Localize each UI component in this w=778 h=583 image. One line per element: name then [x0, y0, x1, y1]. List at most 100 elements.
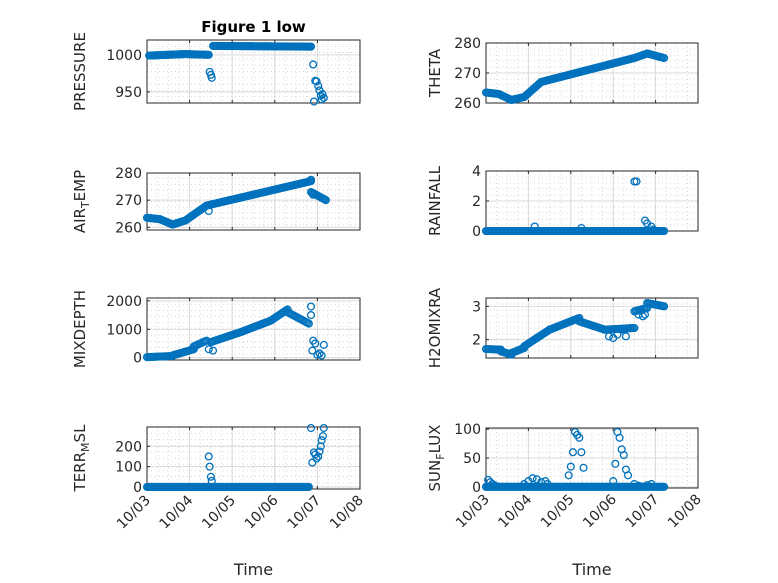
data-point: [530, 222, 539, 231]
y-tick-label: 2: [472, 194, 481, 210]
x-tick-label: 10/05: [199, 493, 239, 533]
subplot-4: 0 2 4 RAINFALL: [426, 164, 699, 240]
y-tick-label: 1000: [106, 48, 142, 64]
data-point: [575, 313, 584, 323]
data-point: [317, 95, 326, 104]
x-tick-label: 10/08: [327, 493, 367, 533]
axes-frame: [146, 172, 361, 231]
data-point: [575, 433, 584, 442]
data-point: [317, 436, 326, 445]
data-point: [484, 475, 493, 484]
y-axis-label: H2OMIXRA: [426, 287, 444, 368]
data-point: [632, 177, 641, 186]
y-axis-label-main: H2OMIXRA: [426, 287, 444, 368]
x-tick-label: 10/06: [580, 491, 620, 531]
data-point: [204, 345, 213, 354]
data-point: [543, 479, 552, 489]
data-point: [318, 90, 327, 99]
y-tick-label: 260: [115, 220, 142, 236]
y-tick-label: 50: [463, 451, 481, 467]
subplot-3: 260 270 280 AIRTEMP: [71, 166, 361, 236]
data-point: [308, 458, 317, 467]
x-tick-label: 10/05: [538, 492, 578, 532]
data-point: [314, 452, 323, 461]
data-point: [649, 225, 658, 234]
y-tick-label: 3: [472, 299, 481, 315]
y-tick-label: 270: [115, 193, 142, 209]
data-point: [613, 330, 622, 339]
y-tick-label: 280: [454, 36, 481, 52]
data-point: [304, 482, 313, 492]
y-tick-label: 0: [133, 480, 142, 496]
data-point: [579, 463, 588, 472]
y-axis-label-main: AIR: [71, 208, 89, 233]
y-tick-label: 0: [472, 480, 481, 496]
y-tick-label: 950: [115, 85, 142, 101]
y-tick-label: 200: [115, 439, 142, 455]
data-point: [634, 481, 643, 490]
y-axis-label-subscript: T: [79, 201, 92, 209]
data-point: [319, 423, 328, 433]
data-point: [577, 223, 586, 233]
x-tick-label: 10/04: [157, 492, 197, 532]
data-point: [528, 474, 537, 483]
data-point: [660, 302, 669, 311]
y-axis-label: MIXDEPTH: [71, 290, 89, 368]
y-axis-label-subscript: F: [434, 453, 447, 459]
data-point: [604, 332, 614, 341]
data-point: [204, 50, 213, 59]
data-point: [319, 93, 328, 102]
data-point: [206, 472, 215, 481]
y-tick-label: 0: [133, 351, 142, 367]
y-axis-label: PRESSURE: [71, 32, 89, 111]
data-point: [315, 349, 324, 358]
data-point: [309, 60, 318, 69]
y-tick-label: 4: [472, 164, 481, 180]
y-axis-label-rest: EMP: [71, 170, 89, 201]
y-tick-label: 280: [115, 166, 142, 182]
data-point: [577, 448, 586, 457]
y-axis-label-rest: LUX: [426, 425, 444, 454]
data-point: [568, 448, 577, 457]
data-point: [660, 53, 669, 63]
data-point: [611, 459, 620, 468]
data-point: [314, 81, 323, 91]
y-tick-label: 2: [472, 333, 481, 349]
x-axis-label: Time: [233, 560, 273, 579]
data-point: [660, 226, 669, 236]
subplot-6: 2 3 H2OMIXRA: [426, 287, 699, 368]
subplot-1: 950 1000 PRESSURE Figure 1 low: [71, 18, 361, 111]
data-point: [321, 196, 330, 205]
x-tick-label: 10/03: [114, 493, 154, 533]
x-tick-label: 10/06: [242, 492, 282, 532]
data-point: [619, 451, 628, 460]
y-tick-label: 1000: [106, 322, 142, 338]
y-axis-label-main: SUN: [426, 460, 444, 492]
data-point: [304, 319, 313, 328]
y-tick-label: 2000: [106, 294, 142, 310]
chart-title: Figure 1 low: [201, 18, 306, 36]
y-tick-label: 270: [454, 66, 481, 82]
y-axis-label-main: THETA: [426, 48, 444, 98]
data-point: [566, 462, 575, 471]
y-axis-label: RAINFALL: [426, 165, 444, 236]
data-point: [615, 433, 624, 442]
x-axis-label: Time: [571, 560, 611, 579]
data-point: [490, 481, 499, 490]
data-point: [660, 482, 669, 491]
y-axis-label-main: MIXDEPTH: [71, 290, 89, 368]
subplot-5: 0 1000 2000 MIXDEPTH: [71, 290, 361, 368]
y-axis-label-main: RAINFALL: [426, 165, 444, 236]
data-point: [638, 312, 647, 321]
x-tick-label: 10/04: [495, 491, 535, 531]
y-axis-label: THETA: [426, 48, 444, 98]
y-tick-label: 0: [472, 224, 481, 240]
data-point: [306, 311, 316, 320]
data-point: [318, 432, 327, 441]
x-tick-label: 10/08: [665, 492, 705, 532]
data-point: [306, 175, 316, 184]
y-axis-label: SUNFLUX: [426, 425, 447, 492]
data-point: [207, 73, 216, 82]
y-axis-label-subscript: M: [79, 442, 92, 452]
